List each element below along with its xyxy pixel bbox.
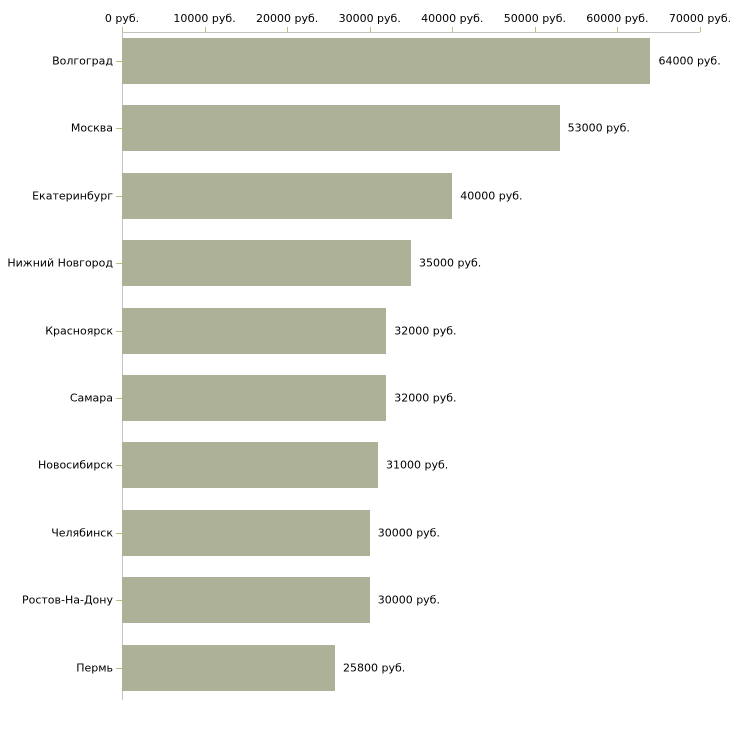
y-axis-tick (116, 263, 122, 264)
y-axis-tick (116, 61, 122, 62)
y-axis-tick (116, 600, 122, 601)
x-axis-tick (452, 27, 454, 32)
value-label: 32000 руб. (394, 391, 457, 405)
bar (122, 644, 336, 691)
value-label: 30000 руб. (377, 593, 440, 607)
category-label: Челябинск (51, 526, 113, 540)
bar (122, 577, 370, 624)
y-axis-tick (116, 128, 122, 129)
x-axis-tick (287, 27, 289, 32)
value-label: 31000 руб. (385, 458, 449, 472)
value-label: 30000 руб. (377, 526, 440, 540)
x-axis-tick-label: 10000 руб. (173, 12, 236, 25)
bar (122, 375, 387, 421)
category-label: Ростов-На-Дону (21, 593, 113, 607)
value-label: 40000 руб. (460, 189, 523, 203)
bar (122, 172, 453, 219)
y-axis-tick (116, 331, 122, 332)
x-axis-tick (204, 27, 206, 32)
category-label: Москва (70, 121, 113, 135)
x-axis-tick-label: 40000 руб. (421, 12, 484, 25)
value-label: 64000 руб. (658, 54, 721, 68)
x-axis-tick (617, 27, 619, 32)
category-label: Новосибирск (37, 458, 113, 472)
bar (122, 442, 378, 489)
category-label: Пермь (76, 661, 113, 675)
category-label: Нижний Новгород (7, 256, 113, 270)
bar (122, 240, 411, 287)
category-label: Екатеринбург (32, 189, 113, 203)
category-label: Волгоград (52, 54, 113, 68)
bar (122, 105, 560, 152)
bar (122, 38, 651, 84)
y-axis-tick (116, 465, 122, 466)
x-axis-tick-label: 70000 руб. (668, 12, 730, 25)
x-axis-tick (700, 27, 701, 32)
x-axis-tick-label: 20000 руб. (256, 12, 319, 25)
value-label: 35000 руб. (419, 256, 482, 270)
x-axis-tick-label: 50000 руб. (503, 12, 566, 25)
y-axis-tick (116, 533, 122, 534)
x-axis-tick (122, 27, 123, 32)
x-axis-tick (534, 27, 536, 32)
y-axis-tick (116, 196, 122, 197)
y-axis-line (122, 32, 123, 700)
value-label: 32000 руб. (394, 324, 457, 338)
x-axis-tick-label: 0 руб. (104, 12, 140, 25)
bar (122, 509, 370, 556)
x-axis-tick-label: 30000 руб. (338, 12, 401, 25)
x-axis-line (122, 32, 700, 33)
category-label: Красноярск (45, 324, 113, 338)
value-label: 25800 руб. (343, 661, 406, 675)
x-axis-tick (369, 27, 371, 32)
x-axis-tick-label: 60000 руб. (586, 12, 649, 25)
category-label: Самара (69, 391, 113, 405)
value-label: 53000 руб. (567, 121, 630, 135)
bar (122, 307, 387, 354)
y-axis-tick (116, 398, 122, 399)
y-axis-tick (116, 668, 122, 669)
